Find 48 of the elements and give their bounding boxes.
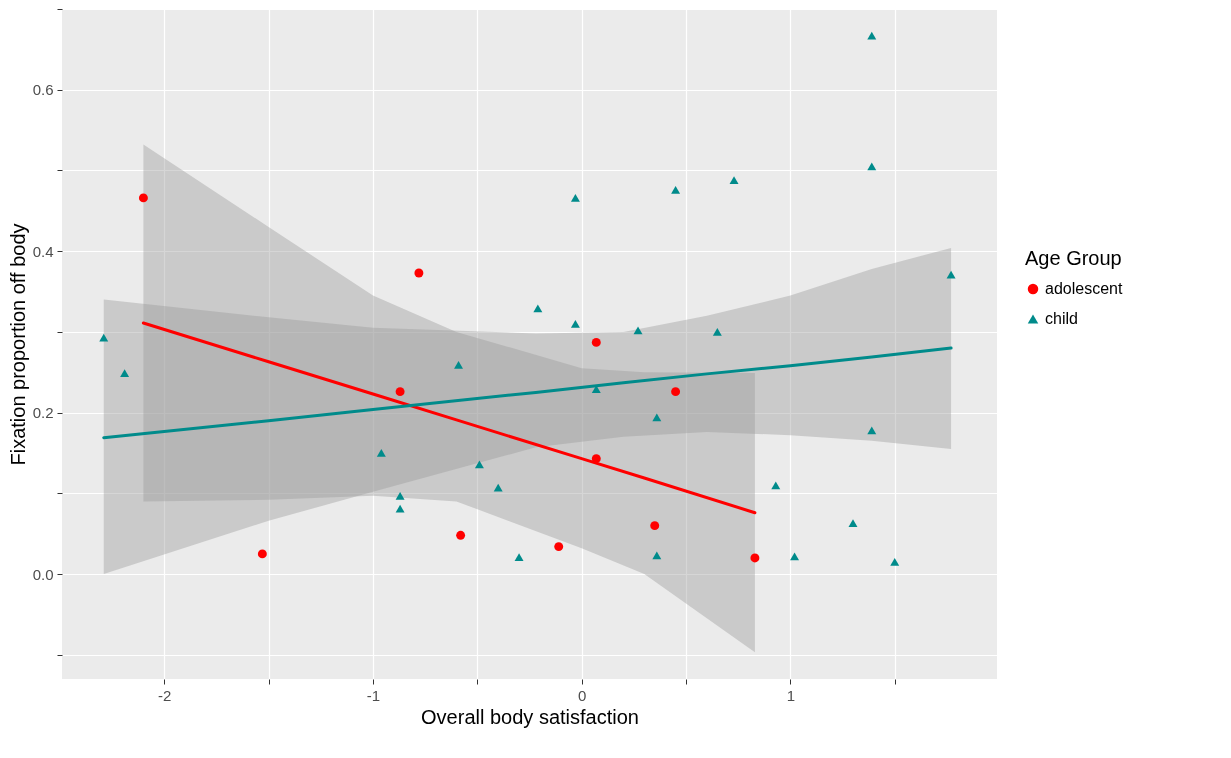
point [729,176,739,185]
point [712,328,722,336]
point [376,449,386,457]
point [514,553,524,561]
point [591,454,601,464]
point [867,162,877,171]
line-series [141,321,757,515]
point [138,193,148,203]
x-tick-label: 1 [786,686,796,704]
point [790,552,800,561]
point [395,387,405,397]
point [867,31,877,40]
legend-label: adolescent [1045,280,1123,297]
point [533,304,543,313]
y-tick-label: 0.4 [32,242,54,260]
x-axis-title: Overall body satisfaction [421,705,639,728]
point [848,519,858,528]
point [456,530,466,540]
point [120,369,130,377]
point [454,361,464,369]
point [633,326,643,335]
point [671,387,681,397]
point [771,481,781,490]
y-axis-title: Fixation proportion off body [6,223,29,466]
x-tick-label: -2 [158,686,172,704]
point [570,319,580,328]
y-tick-label: 0.6 [32,81,54,99]
point [257,549,267,559]
point [867,426,877,435]
point [890,558,900,566]
point [474,460,484,469]
point [395,491,405,500]
line-series [102,346,953,440]
point [493,483,503,492]
point [395,504,405,513]
x-tick-label: -1 [366,686,381,704]
y-tick-label: 0.0 [32,565,54,583]
point [671,185,681,194]
point [414,268,424,278]
x-tick-label: 0 [578,686,587,704]
point [554,542,564,552]
point [750,553,760,563]
point [570,194,580,202]
point [591,337,601,347]
y-tick-label: 0.2 [32,404,54,422]
point [650,521,660,531]
legend-label: child [1045,310,1078,327]
legend-title: Age Group [1025,247,1122,269]
